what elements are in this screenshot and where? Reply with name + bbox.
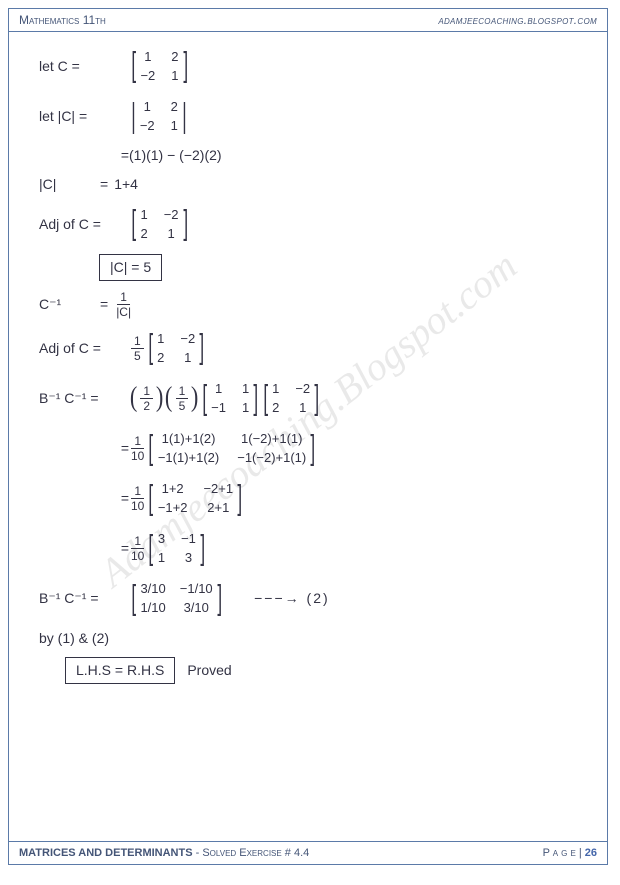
box-detC: |C| = 5 — [99, 254, 162, 281]
matrix-detC: | 12−21 | — [129, 96, 189, 136]
footer-right: P a g e | 26 — [543, 847, 597, 859]
header-right: adamjeecoaching.blogspot.com — [438, 13, 597, 27]
matrix-step3: [3−113] — [146, 528, 207, 568]
eq-sign-5: = — [39, 489, 129, 508]
detC-label: |C| — [39, 175, 94, 194]
frac-tenth-1: 110 — [131, 435, 144, 462]
frac-tenth-2: 110 — [131, 485, 144, 512]
eq-sign-1: = — [39, 146, 129, 165]
line-letC: let C = — [39, 57, 129, 76]
BinvCinv-label: B⁻¹ C⁻¹ = — [39, 389, 129, 408]
page-footer: MATRICES AND DETERMINANTS - Solved Exerc… — [9, 841, 607, 864]
matrix-C: [ 12−21 ] — [129, 46, 190, 86]
by-1-2: by (1) & (2) — [39, 629, 109, 648]
matrix-adjC2: [ 1−221 ] — [146, 328, 207, 368]
page-header: Mathematics 11th adamjeecoaching.blogspo… — [9, 9, 607, 32]
adjC-label2: Adj of C = — [39, 339, 129, 358]
Cinv-label: C⁻¹ — [39, 295, 94, 314]
eq-sign-3: = — [100, 295, 108, 314]
frac-fifth: 15 — [131, 335, 144, 362]
box-lhs-rhs: L.H.S = R.H.S — [65, 657, 175, 684]
page-border: Mathematics 11th adamjeecoaching.blogspo… — [8, 8, 608, 865]
matrix-adjC: [ 1−221 ] — [129, 204, 190, 244]
line-letDetC: let |C| = — [39, 107, 129, 126]
eq-sign-4: = — [39, 439, 129, 458]
matrix-step1: [1(1)+1(2)1(−2)+1(1)−1(1)+1(2)−1(−2)+1(1… — [146, 428, 317, 468]
BinvCinv-label2: B⁻¹ C⁻¹ = — [39, 589, 129, 608]
math-content: let C = [ 12−21 ] let |C| = | 12−21 | = … — [9, 32, 607, 698]
det-sum: 1+4 — [114, 175, 138, 194]
matrix-m1: [11−11] — [200, 378, 261, 418]
frac-tenth-3: 110 — [131, 535, 144, 562]
footer-left: MATRICES AND DETERMINANTS - Solved Exerc… — [19, 847, 309, 859]
frac-1overC: 1|C| — [116, 291, 131, 318]
paren-fifth: (15) — [164, 385, 199, 412]
proved-label: Proved — [187, 661, 231, 680]
det-expand: (1)(1) − (−2)(2) — [129, 146, 222, 165]
header-left: Mathematics 11th — [19, 13, 106, 27]
matrix-final: [3/10−1/101/103/10] — [129, 578, 224, 618]
adjC-label: Adj of C = — [39, 215, 129, 234]
matrix-step2: [1+2−2+1−1+22+1] — [146, 478, 244, 518]
eq-sign-6: = — [39, 539, 129, 558]
paren-half: (12) — [129, 385, 164, 412]
eq-sign-2: = — [100, 175, 108, 194]
matrix-m2: [1−221] — [261, 378, 322, 418]
arrow-result2: −−−→ (2) — [254, 589, 330, 608]
